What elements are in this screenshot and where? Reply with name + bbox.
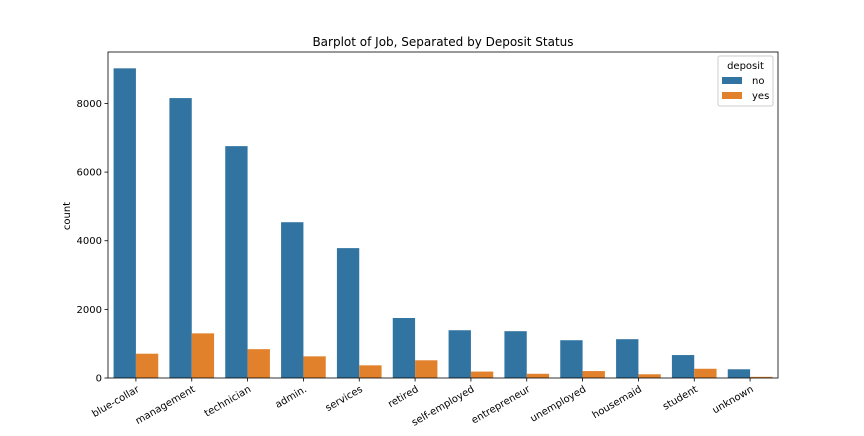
legend-title: deposit xyxy=(727,61,764,72)
bar-yes-admin. xyxy=(303,356,326,378)
bar-no-entrepreneur xyxy=(504,331,527,378)
bar-no-self-employed xyxy=(448,330,471,378)
bar-no-technician xyxy=(225,146,248,378)
y-tick-label-6000: 6000 xyxy=(77,168,102,179)
legend-swatch-yes xyxy=(722,92,742,99)
bar-yes-student xyxy=(694,368,717,378)
legend-label-yes: yes xyxy=(752,91,769,102)
bar-yes-entrepreneur xyxy=(526,373,550,378)
bar-yes-unknown xyxy=(750,376,773,378)
x-tick-label-housemaid: housemaid xyxy=(591,384,644,421)
x-tick-label-blue-collar: blue-collar xyxy=(90,384,142,420)
y-tick-label-4000: 4000 xyxy=(77,236,102,247)
bar-yes-services xyxy=(359,365,382,378)
bar-no-blue-collar xyxy=(113,68,136,378)
bar-no-student xyxy=(671,355,695,378)
legend-label-no: no xyxy=(752,76,764,87)
x-tick-label-technician: technician xyxy=(203,384,253,419)
x-tick-label-self-employed: self-employed xyxy=(410,384,476,429)
bar-yes-housemaid xyxy=(638,374,661,378)
bar-no-management xyxy=(169,98,192,378)
bar-no-services xyxy=(336,248,360,378)
y-axis-label: count xyxy=(62,202,73,230)
bar-yes-management xyxy=(191,333,215,378)
x-tick-label-entrepreneur: entrepreneur xyxy=(470,384,533,427)
x-tick-label-unknown: unknown xyxy=(711,384,756,416)
y-tick-label-2000: 2000 xyxy=(77,305,102,316)
y-tick-label-8000: 8000 xyxy=(77,99,102,110)
bar-no-housemaid xyxy=(616,339,639,378)
bar-no-retired xyxy=(392,318,416,378)
bar-no-unemployed xyxy=(560,340,583,378)
y-tick-label-0: 0 xyxy=(96,374,102,385)
bar-yes-blue-collar xyxy=(135,353,159,378)
bar-yes-unemployed xyxy=(582,371,605,378)
bar-no-admin. xyxy=(281,222,304,378)
bar-yes-technician xyxy=(247,349,270,378)
x-tick-label-retired: retired xyxy=(386,384,420,410)
x-tick-label-student: student xyxy=(661,384,700,413)
x-tick-label-management: management xyxy=(134,384,198,427)
bar-no-unknown xyxy=(727,369,751,378)
legend-swatch-no xyxy=(722,77,742,84)
chart-title: Barplot of Job, Separated by Deposit Sta… xyxy=(312,35,573,49)
x-tick-label-unemployed: unemployed xyxy=(529,384,588,425)
bar-yes-self-employed xyxy=(470,371,494,378)
axes-frame xyxy=(107,51,779,379)
bar-yes-retired xyxy=(415,360,438,378)
x-tick-label-services: services xyxy=(324,384,365,414)
x-tick-label-admin.: admin. xyxy=(274,384,309,411)
legend: deposit no yes xyxy=(717,55,774,107)
